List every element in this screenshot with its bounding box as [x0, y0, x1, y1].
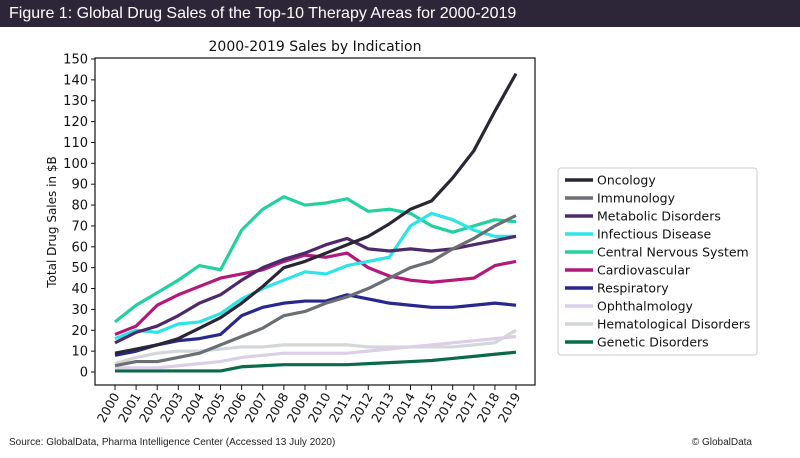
copyright-note: © GlobalData: [691, 437, 752, 448]
figure-title: Figure 1: Global Drug Sales of the Top-1…: [9, 5, 517, 22]
series-line-ophthalmology: [115, 334, 517, 370]
series-line-infectious-disease: [114, 211, 516, 341]
legend-label: Oncology: [597, 173, 656, 188]
legend-label: Central Nervous System: [597, 245, 749, 260]
legend-label: Cardiovascular: [597, 263, 691, 278]
y-tick-label: 150: [63, 53, 88, 68]
series-line-genetic-disorders: [115, 350, 517, 373]
y-tick-label: 20: [71, 324, 88, 339]
series-line-hematological-disorders: [114, 328, 517, 366]
legend-label: Ophthalmology: [597, 299, 694, 314]
chart-title: 2000-2019 Sales by Indication: [209, 39, 422, 55]
legend-label: Genetic Disorders: [597, 335, 709, 350]
x-tick-label: 2019: [495, 390, 524, 425]
y-tick-label: 40: [71, 282, 88, 297]
legend-label: Metabolic Disorders: [597, 209, 721, 224]
y-tick-label: 10: [71, 345, 88, 360]
legend-label: Immunology: [597, 191, 676, 206]
y-tick-label: 50: [71, 261, 88, 276]
y-tick-label: 130: [63, 94, 88, 109]
legend-label: Respiratory: [597, 281, 669, 296]
y-tick-label: 60: [71, 240, 88, 255]
series-line-cardiovascular: [114, 251, 517, 336]
legend: Oncology Immunology Metabolic Disorders Inf…: [557, 167, 758, 356]
legend-box: [557, 167, 758, 356]
series-line-central-nervous-system: [114, 195, 517, 324]
y-axis-label: Total Drug Sales in $B: [45, 156, 59, 288]
legend-label: Infectious Disease: [597, 227, 711, 242]
y-tick-label: 110: [63, 136, 88, 151]
y-tick-label: 120: [63, 115, 88, 130]
series-line-respiratory: [114, 293, 517, 357]
y-tick-label: 140: [63, 73, 88, 88]
y-tick-label: 70: [71, 219, 88, 234]
source-note: Source: GlobalData, Pharma Intelligence …: [9, 437, 336, 448]
y-tick-label: 30: [71, 303, 88, 318]
y-tick-label: 100: [63, 157, 88, 172]
plot-frame: [94, 57, 536, 386]
y-tick-label: 80: [71, 199, 88, 214]
y-tick-label: 0: [80, 366, 88, 381]
legend-label: Hematological Disorders: [597, 317, 750, 332]
series-line-immunology: [114, 214, 517, 368]
figure-title-bar: Figure 1: Global Drug Sales of the Top-1…: [0, 0, 800, 27]
series-line-oncology: [114, 72, 518, 355]
y-tick-label: 90: [71, 178, 88, 193]
